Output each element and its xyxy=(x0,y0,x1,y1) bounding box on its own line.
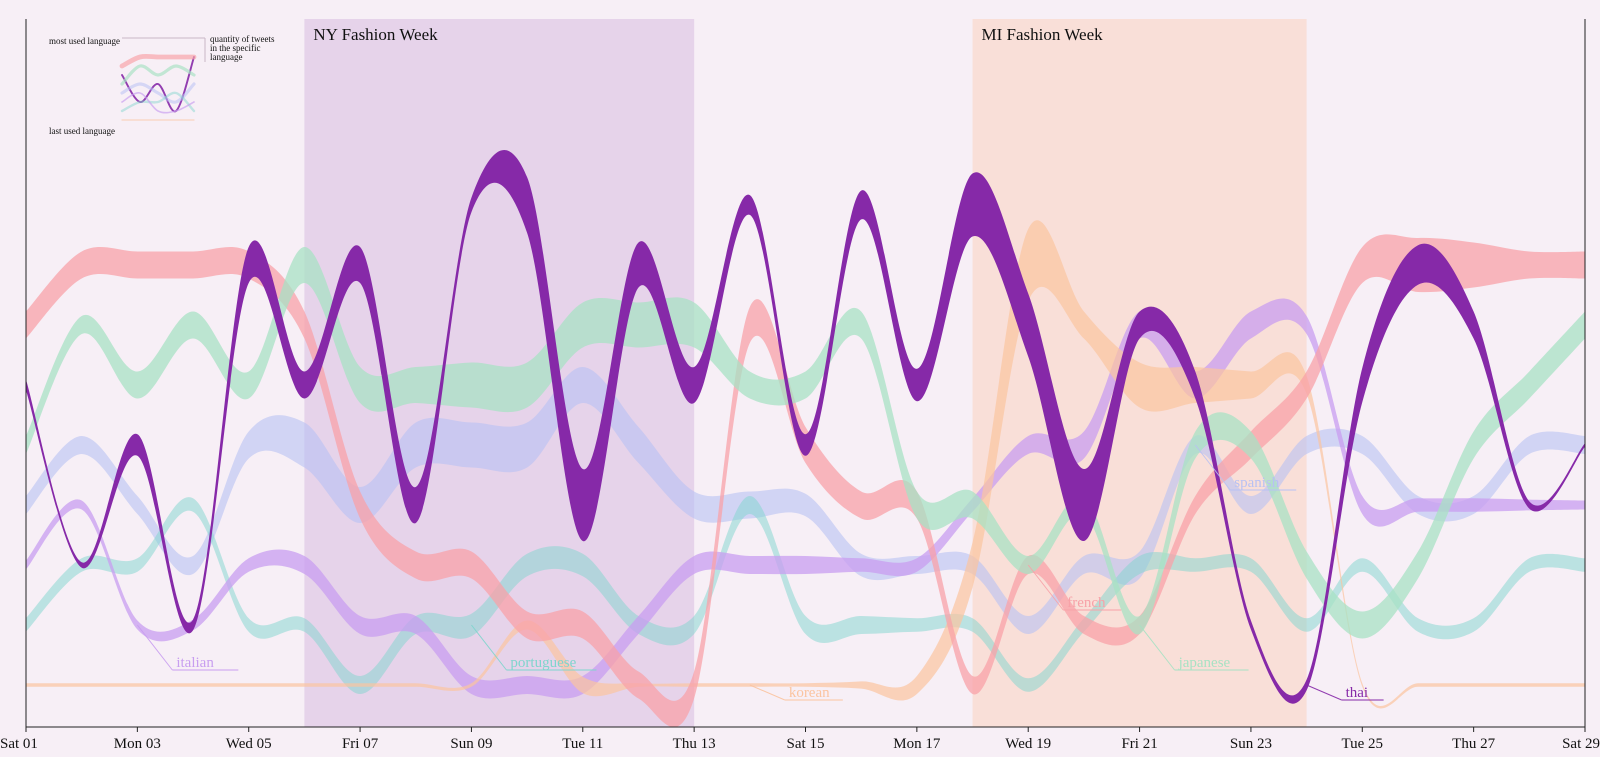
series-label-text-korean: korean xyxy=(789,685,830,701)
x-axis: Sat 01 Mon 03 Wed 05 Fri 07 Sun 09 Tue 11 Thu … xyxy=(0,19,1600,752)
series-label-text-french: french xyxy=(1067,595,1106,611)
series-label-japanese: japanese xyxy=(1139,624,1249,671)
x-tick-label: Sun 09 xyxy=(450,736,492,752)
x-tick-label: Thu 27 xyxy=(1452,736,1495,752)
x-tick-label: Sat 15 xyxy=(787,736,825,752)
series-label-italian: italian xyxy=(136,624,239,671)
x-tick-label: Mon 17 xyxy=(893,736,941,752)
series-label-text-portuguese: portuguese xyxy=(510,655,576,671)
series-label-text-thai: thai xyxy=(1346,685,1369,701)
x-tick-label: Thu 13 xyxy=(673,736,716,752)
x-tick-label: Mon 03 xyxy=(114,736,161,752)
event-label-0: NY Fashion Week xyxy=(313,25,438,44)
x-tick-label: Tue 11 xyxy=(562,736,603,752)
x-tick-label: Sun 23 xyxy=(1230,736,1272,752)
series-label-text-italian: italian xyxy=(176,655,214,671)
legend-bottom-label: last used language xyxy=(49,126,115,136)
x-tick-label: Wed 05 xyxy=(226,736,272,752)
series-french xyxy=(26,234,1585,728)
series-label-text-japanese: japanese xyxy=(1178,655,1231,671)
series-label-korean: korean xyxy=(749,684,843,701)
series-label-french: french xyxy=(1027,564,1122,611)
legend-side-label-1: quantity of tweets xyxy=(210,34,275,44)
series-label-portuguese: portuguese xyxy=(471,624,597,671)
legend-top-label: most used language xyxy=(49,36,120,46)
legend-side-label-3: language xyxy=(210,52,242,62)
series-layer xyxy=(26,149,1585,728)
x-tick-label: Tue 25 xyxy=(1342,736,1384,752)
series-spanish xyxy=(26,366,1585,634)
x-tick-label: Fri 07 xyxy=(342,736,379,752)
legend: most used language last used language qu… xyxy=(49,34,275,136)
series-portuguese xyxy=(26,496,1585,695)
legend-mini-chart xyxy=(119,37,206,121)
legend-side-label-2: in the specific xyxy=(210,43,260,53)
x-tick-label: Wed 19 xyxy=(1005,736,1051,752)
x-tick-label: Sat 29 xyxy=(1562,736,1600,752)
event-label-1: MI Fashion Week xyxy=(982,25,1104,44)
x-tick-label: Fri 21 xyxy=(1121,736,1157,752)
series-label-text-spanish: spanish xyxy=(1234,475,1280,491)
series-label-thai: thai xyxy=(1306,684,1384,701)
series-label-spanish: spanish xyxy=(1194,444,1297,491)
series-labels-layer: italian portuguese korean french japanese spa… xyxy=(136,444,1384,701)
x-tick-label: Sat 01 xyxy=(0,736,38,752)
